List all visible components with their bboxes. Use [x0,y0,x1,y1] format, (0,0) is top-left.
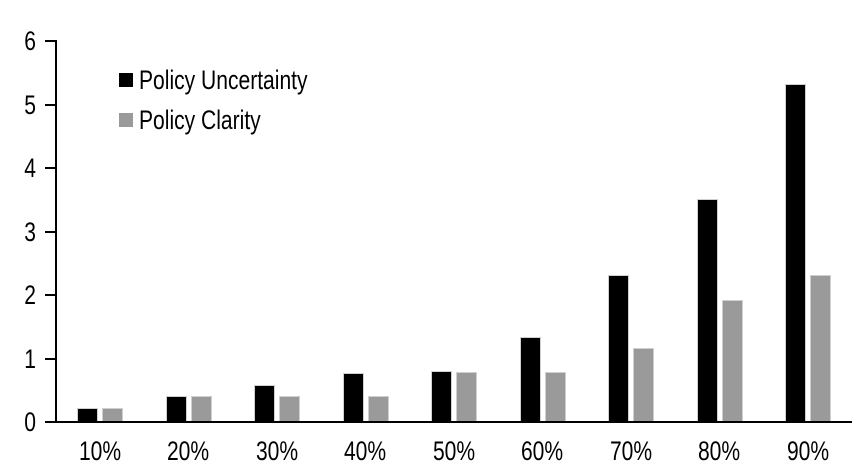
label-text: 5 [24,89,36,120]
legend-item-policy-clarity: Policy Clarity [119,105,295,136]
y-tick [45,230,55,233]
legend-swatch-policy-clarity [119,113,133,127]
label-text: Policy Clarity [139,104,261,135]
bar-policy-uncertainty [785,84,806,421]
bar-policy-uncertainty [431,371,452,421]
bar-policy-clarity [190,396,212,421]
x-category-label: 30% [233,434,321,468]
y-tick-label: 4 [0,152,36,184]
label-text: 60% [521,436,564,466]
bar-policy-uncertainty [342,373,364,421]
bar-policy-uncertainty [254,385,275,421]
label-text: 20% [167,436,210,466]
y-axis-line [55,40,57,423]
x-category-label: 90% [764,434,852,468]
bar-policy-uncertainty [608,275,629,421]
bar-policy-uncertainty [165,396,187,421]
x-category-label: 50% [410,434,498,468]
label-text: 30% [255,436,299,466]
bar-policy-uncertainty [519,337,541,421]
label-text: 0 [24,407,36,437]
label-text: 40% [344,436,387,466]
bar-policy-clarity [102,408,123,421]
label-text: 2 [24,280,36,310]
x-category-label: 80% [676,434,764,468]
bar-policy-uncertainty [696,199,718,421]
y-tick-label: 0 [0,406,36,438]
label-text: 1 [24,343,36,374]
label-text: 90% [786,436,830,466]
bar-policy-clarity [367,396,389,421]
label-text: 10% [78,436,122,466]
x-category-label: 20% [145,434,233,468]
bar-policy-uncertainty [77,408,98,421]
label-text: 3 [24,216,36,247]
label-text: 80% [698,436,741,466]
bar-policy-clarity [810,275,831,421]
y-tick-label: 6 [0,25,36,57]
y-tick [45,357,55,360]
label-text: Policy Uncertainty [139,64,308,95]
bar-policy-clarity [456,372,477,421]
y-tick [45,421,55,423]
y-tick [45,103,55,106]
label-text: 6 [24,26,36,56]
x-category-label: 40% [322,434,410,468]
legend-label: Policy Clarity [139,105,295,136]
x-category-label: 70% [587,434,675,468]
legend-swatch-policy-uncertainty [119,73,133,87]
legend-item-policy-uncertainty: Policy Uncertainty [119,65,355,96]
x-category-label: 10% [56,434,144,468]
y-tick [45,167,55,169]
legend-label: Policy Uncertainty [139,65,355,96]
label-text: 4 [24,153,36,183]
bar-policy-clarity [633,348,654,421]
y-tick [45,294,55,296]
bar-policy-clarity [721,300,743,421]
y-tick-label: 2 [0,279,36,311]
label-text: 70% [609,436,653,466]
x-category-label: 60% [499,434,587,468]
y-tick-label: 3 [0,216,36,248]
bar-policy-clarity [544,372,566,421]
bar-policy-clarity [279,396,300,421]
y-tick-label: 5 [0,89,36,121]
x-axis-line [55,421,852,423]
label-text: 50% [432,436,476,466]
y-tick-label: 1 [0,343,36,375]
y-tick [45,40,55,42]
